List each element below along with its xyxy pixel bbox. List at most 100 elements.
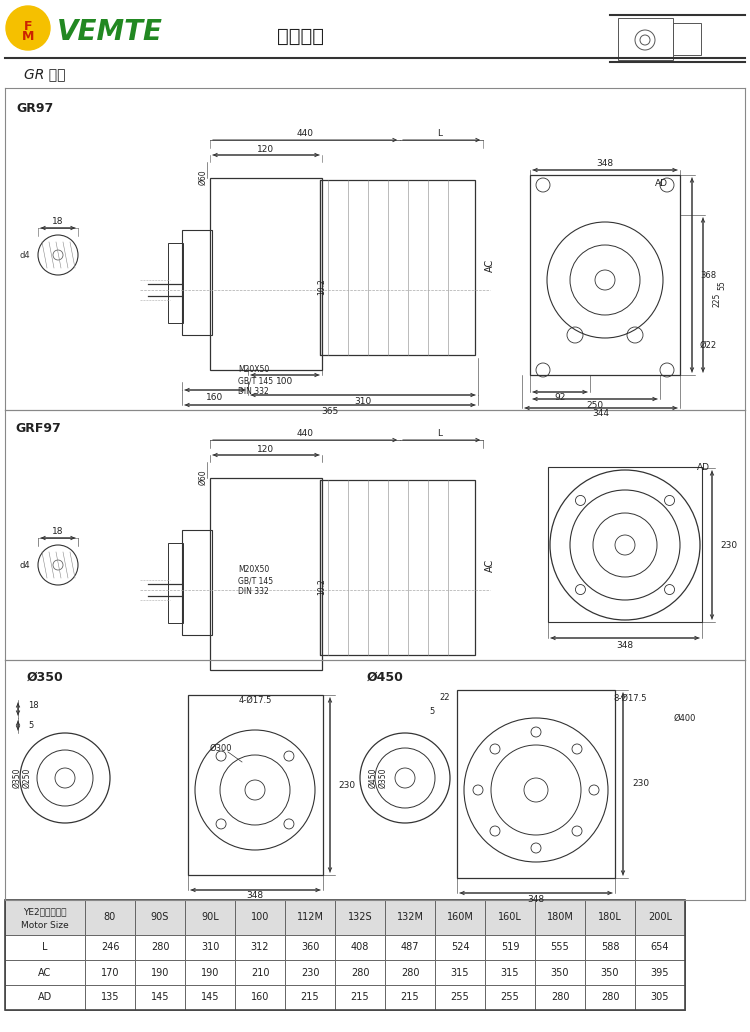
Text: YE2电机机座号: YE2电机机座号 bbox=[23, 908, 67, 916]
Bar bbox=[135, 960, 185, 985]
Bar bbox=[188, 695, 323, 875]
Text: 160: 160 bbox=[206, 392, 224, 401]
Text: Ø350: Ø350 bbox=[27, 671, 63, 683]
Bar bbox=[485, 900, 535, 935]
Bar bbox=[85, 960, 135, 985]
Text: 100: 100 bbox=[251, 912, 269, 923]
Text: M20X50: M20X50 bbox=[238, 365, 269, 375]
Text: 4-Ø17.5: 4-Ø17.5 bbox=[238, 696, 272, 705]
Text: Ø450: Ø450 bbox=[367, 671, 404, 683]
Circle shape bbox=[8, 8, 48, 49]
Text: 280: 280 bbox=[351, 968, 369, 977]
Text: Ø60: Ø60 bbox=[198, 470, 207, 485]
Text: 360: 360 bbox=[301, 942, 320, 953]
Text: 112M: 112M bbox=[296, 912, 323, 923]
Text: Motor Size: Motor Size bbox=[21, 921, 69, 930]
Text: DIN 332: DIN 332 bbox=[238, 587, 268, 596]
Text: 310: 310 bbox=[201, 942, 219, 953]
Text: 280: 280 bbox=[550, 993, 569, 1002]
Bar bbox=[548, 467, 702, 622]
Bar bbox=[485, 935, 535, 960]
Text: AD: AD bbox=[38, 993, 52, 1002]
Text: Ø250: Ø250 bbox=[22, 768, 31, 788]
Text: 230: 230 bbox=[301, 968, 320, 977]
Bar bbox=[485, 960, 535, 985]
Text: 18: 18 bbox=[28, 702, 39, 710]
Bar bbox=[135, 935, 185, 960]
Bar bbox=[385, 960, 435, 985]
Text: GR 系列: GR 系列 bbox=[24, 67, 66, 80]
Text: 180M: 180M bbox=[547, 912, 574, 923]
Bar bbox=[585, 935, 635, 960]
Text: 5: 5 bbox=[28, 721, 33, 731]
Text: 487: 487 bbox=[400, 942, 419, 953]
Text: 230: 230 bbox=[720, 541, 737, 549]
Text: 80: 80 bbox=[104, 912, 116, 923]
Bar bbox=[135, 900, 185, 935]
Bar bbox=[182, 530, 212, 635]
Bar bbox=[85, 935, 135, 960]
Bar bbox=[5, 900, 685, 1010]
Text: 132M: 132M bbox=[397, 912, 424, 923]
Text: 120: 120 bbox=[257, 144, 274, 154]
Bar bbox=[385, 985, 435, 1010]
Text: 145: 145 bbox=[201, 993, 219, 1002]
Text: Ø300: Ø300 bbox=[210, 743, 232, 752]
Text: 348: 348 bbox=[616, 641, 634, 649]
Text: d4: d4 bbox=[20, 251, 30, 259]
Bar bbox=[85, 900, 135, 935]
Bar bbox=[168, 543, 183, 623]
Text: 588: 588 bbox=[601, 942, 619, 953]
Text: 170: 170 bbox=[100, 968, 119, 977]
Bar bbox=[210, 178, 322, 370]
Text: 215: 215 bbox=[400, 993, 419, 1002]
Text: 280: 280 bbox=[400, 968, 419, 977]
Text: L: L bbox=[437, 429, 442, 439]
Text: 215: 215 bbox=[301, 993, 320, 1002]
Bar bbox=[385, 935, 435, 960]
Text: M20X50: M20X50 bbox=[238, 566, 269, 575]
Text: 8-Ø17.5: 8-Ø17.5 bbox=[614, 694, 646, 703]
Text: 280: 280 bbox=[151, 942, 170, 953]
Text: 55: 55 bbox=[718, 280, 727, 290]
Text: AD: AD bbox=[655, 179, 668, 188]
Bar bbox=[585, 985, 635, 1010]
Text: 519: 519 bbox=[501, 942, 519, 953]
Text: 92: 92 bbox=[554, 393, 566, 402]
Text: 312: 312 bbox=[251, 942, 269, 953]
Text: 305: 305 bbox=[651, 993, 669, 1002]
Bar bbox=[185, 935, 235, 960]
Bar bbox=[5, 960, 85, 985]
Bar bbox=[335, 960, 385, 985]
Text: F: F bbox=[24, 20, 32, 32]
Bar bbox=[210, 478, 322, 670]
Circle shape bbox=[6, 6, 50, 50]
Text: 230: 230 bbox=[338, 780, 356, 789]
Text: 22: 22 bbox=[440, 694, 450, 703]
Text: 368: 368 bbox=[700, 270, 716, 280]
Text: L: L bbox=[437, 129, 442, 138]
Text: d4: d4 bbox=[20, 560, 30, 570]
Bar bbox=[535, 960, 585, 985]
Text: 100: 100 bbox=[276, 378, 294, 387]
Text: 145: 145 bbox=[151, 993, 170, 1002]
Text: 365: 365 bbox=[321, 407, 339, 416]
Text: 315: 315 bbox=[451, 968, 470, 977]
Bar bbox=[285, 960, 335, 985]
Text: GB/T 145: GB/T 145 bbox=[238, 577, 273, 585]
Text: 5: 5 bbox=[429, 708, 435, 716]
Text: 348: 348 bbox=[596, 159, 613, 167]
Text: VEMTE: VEMTE bbox=[57, 18, 163, 46]
Bar bbox=[5, 900, 85, 935]
Text: 10.2: 10.2 bbox=[317, 279, 326, 295]
Text: 348: 348 bbox=[527, 895, 544, 903]
Bar bbox=[335, 985, 385, 1010]
Text: 18: 18 bbox=[53, 527, 64, 537]
Text: 190: 190 bbox=[201, 968, 219, 977]
Bar bbox=[135, 985, 185, 1010]
Text: 344: 344 bbox=[592, 410, 610, 419]
Bar bbox=[285, 900, 335, 935]
Text: M: M bbox=[22, 30, 34, 42]
Bar bbox=[673, 23, 701, 55]
Bar bbox=[530, 175, 680, 375]
